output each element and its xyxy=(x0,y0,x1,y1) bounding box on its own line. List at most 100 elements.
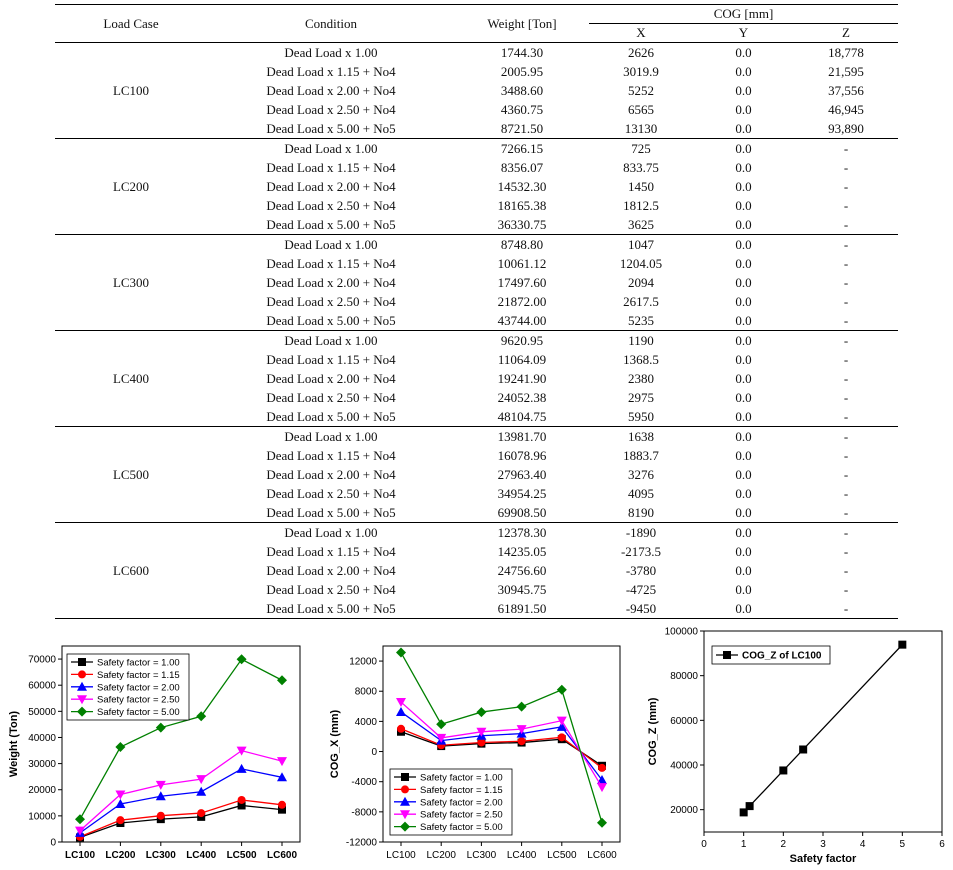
table-row: Dead Load x 2.00 + No4 27963.40 3276 0.0 - xyxy=(55,465,898,484)
table-row: Dead Load x 5.00 + No5 43744.00 5235 0.0 - xyxy=(55,311,898,331)
cog-z-cell: - xyxy=(843,160,849,175)
data-point xyxy=(115,790,126,800)
legend-marker xyxy=(400,810,410,820)
data-point xyxy=(277,757,287,767)
y-tick-label: 10000 xyxy=(28,811,56,822)
cog-x-cell: -3780 xyxy=(625,563,657,578)
weight-cell: 10061.12 xyxy=(497,256,547,271)
cog-z-cell: - xyxy=(843,486,849,501)
cog-x-cell: -4725 xyxy=(625,582,657,597)
condition-cell: Dead Load x 1.00 xyxy=(207,522,455,542)
table-row: LC400 Dead Load x 1.00 9620.95 1190 0.0- xyxy=(55,330,898,427)
cog-y-cell: 0.0 xyxy=(735,294,752,309)
data-point xyxy=(898,640,907,649)
condition-cell: Dead Load x 5.00 + No5 xyxy=(207,599,455,619)
weight-cell: 14532.30 xyxy=(497,179,547,194)
cog-x-cell: 1883.7 xyxy=(623,448,659,463)
legend-marker xyxy=(723,651,731,659)
data-point xyxy=(115,799,126,809)
series-line xyxy=(79,749,283,832)
data-point xyxy=(196,786,207,796)
condition-cell: Dead Load x 2.00 + No4 xyxy=(266,83,396,98)
cog-z-cell: - xyxy=(843,544,849,559)
cog-x-cell: 3276 xyxy=(628,467,654,482)
legend-entry: Safety factor = 1.15 xyxy=(420,785,503,796)
y-tick-label: 40000 xyxy=(670,761,698,772)
cog-z-cell: - xyxy=(794,599,898,619)
weight-cell: 24756.60 xyxy=(497,563,547,578)
cog-y-cell: 0.0 xyxy=(693,138,794,158)
series-line xyxy=(79,799,283,838)
load-case-cell: LC200 xyxy=(55,138,207,235)
table-row: LC500 Dead Load x 1.00 13981.70 1638 0.0- xyxy=(55,426,898,523)
cog-z-cell: - xyxy=(794,138,898,158)
data-point xyxy=(278,805,286,814)
weight-cell: 36330.75 xyxy=(497,217,547,232)
data-point xyxy=(396,698,406,708)
cog-x-cell: 5950 xyxy=(628,409,654,424)
y-tick-label: 50000 xyxy=(28,707,56,718)
cog-x-cell: 1450 xyxy=(628,179,654,194)
y-tick-label: 60000 xyxy=(670,716,698,727)
weight-cell: 2005.95 xyxy=(500,64,544,79)
data-point xyxy=(197,809,206,818)
cog-z-cell: 46,945 xyxy=(828,102,864,117)
table-row: LC600 Dead Load x 1.00 12378.30 -1890 0.0- xyxy=(55,522,898,619)
table-row: Dead Load x 5.00 + No5 61891.50 -9450 0.0- xyxy=(55,599,898,619)
weight-cell: 16078.96 xyxy=(497,448,547,463)
x-tick-label: LC200 xyxy=(426,850,456,861)
table-row: Dead Load x 5.00 + No5 48104.75 5950 0.0 - xyxy=(55,407,898,427)
cog-z-cell: 18,778 xyxy=(794,42,898,62)
legend-marker xyxy=(401,773,409,781)
cog-x-cell: 1204.05 xyxy=(619,256,663,271)
data-point xyxy=(155,780,166,790)
condition-cell: Dead Load x 1.15 + No4 xyxy=(266,64,396,79)
table-row: LC200 Dead Load x 1.00 7266.15 725 0.0- xyxy=(55,138,898,235)
data-point xyxy=(476,707,487,718)
x-tick-label: LC200 xyxy=(105,850,135,861)
weight-cell: 14235.05 xyxy=(497,544,547,559)
condition-cell: Dead Load x 2.00 + No4 xyxy=(266,563,396,578)
condition-cell: Dead Load x 5.00 + No5 xyxy=(266,121,396,136)
table-row: LC100 Dead Load x 1.00 1744.30 2626 0.0 18,77… xyxy=(55,42,898,139)
legend-marker xyxy=(400,796,410,806)
cog-z-cell: 37,556 xyxy=(828,83,864,98)
cog-y-cell: 0.0 xyxy=(735,486,752,501)
data-point xyxy=(598,763,606,772)
legend xyxy=(711,645,831,665)
condition-cell: Dead Load x 5.00 + No5 xyxy=(266,217,396,232)
cog-y-cell: 0.0 xyxy=(735,64,752,79)
weight-cell: 8748.80 xyxy=(455,234,589,254)
header-condition: Condition xyxy=(207,4,455,43)
data-point xyxy=(516,725,527,735)
y-axis-label: Weight (Ton) xyxy=(8,711,20,778)
y-tick-label: 8000 xyxy=(355,687,378,698)
condition-cell: Dead Load x 1.00 xyxy=(207,42,455,62)
x-tick-label: LC400 xyxy=(507,850,537,861)
x-tick-label: 6 xyxy=(939,839,945,850)
cog-z-cell: - xyxy=(843,582,849,597)
data-point xyxy=(75,814,85,825)
cog-y-cell: 0.0 xyxy=(693,234,794,254)
weight-cell: 9620.95 xyxy=(455,330,589,350)
cog-z-cell: - xyxy=(843,198,849,213)
cog-y-cell: 0.0 xyxy=(693,330,794,350)
series-line xyxy=(400,731,603,767)
legend-entry: Safety factor = 2.50 xyxy=(420,810,503,821)
legend-marker xyxy=(400,821,410,832)
weight-cell: 3488.60 xyxy=(500,83,544,98)
weight-cell: 8721.50 xyxy=(500,121,544,136)
cog-x-cell: -1890 xyxy=(589,522,693,542)
cog-y-cell: 0.0 xyxy=(735,313,752,328)
cog-y-cell: 0.0 xyxy=(735,582,752,597)
cog-x-cell: 8190 xyxy=(628,505,654,520)
cog-x-cell: 3019.9 xyxy=(623,64,659,79)
legend-entry: Safety factor = 1.15 xyxy=(97,670,180,681)
data-point xyxy=(739,808,748,817)
data-point xyxy=(436,719,447,730)
data-point xyxy=(397,724,405,733)
cog-z-cell: - xyxy=(843,352,849,367)
cog-x-cell: 4095 xyxy=(628,486,654,501)
legend-entry: Safety factor = 2.00 xyxy=(97,682,180,693)
